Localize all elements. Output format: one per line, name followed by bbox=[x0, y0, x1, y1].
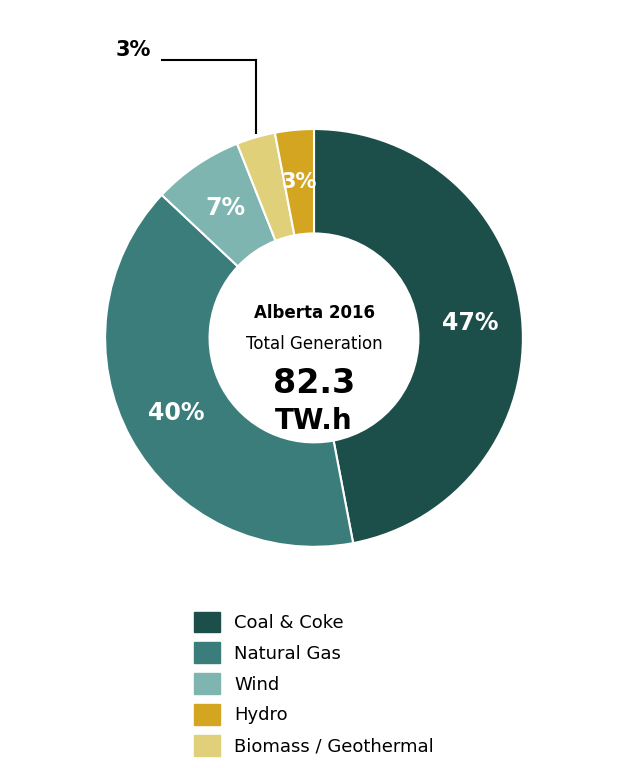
Text: 82.3: 82.3 bbox=[273, 367, 355, 400]
Wedge shape bbox=[162, 144, 276, 266]
Wedge shape bbox=[237, 133, 295, 241]
Wedge shape bbox=[314, 129, 523, 543]
Text: Total Generation: Total Generation bbox=[246, 335, 382, 353]
Text: 3%: 3% bbox=[116, 40, 151, 60]
Wedge shape bbox=[105, 195, 353, 547]
Text: 3%: 3% bbox=[281, 172, 317, 192]
Text: 47%: 47% bbox=[441, 311, 498, 335]
Wedge shape bbox=[275, 129, 314, 235]
Text: 40%: 40% bbox=[148, 402, 205, 425]
Legend: Coal & Coke, Natural Gas, Wind, Hydro, Biomass / Geothermal: Coal & Coke, Natural Gas, Wind, Hydro, B… bbox=[187, 604, 441, 763]
Text: TW.h: TW.h bbox=[275, 408, 353, 435]
Text: 7%: 7% bbox=[206, 197, 246, 220]
Text: Alberta 2016: Alberta 2016 bbox=[254, 304, 374, 322]
